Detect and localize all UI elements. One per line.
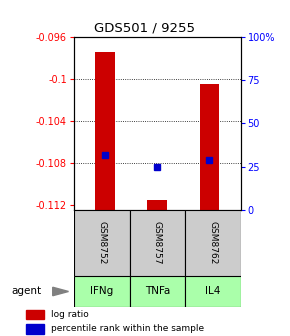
Bar bbox=[200, 84, 219, 210]
Text: GDS501 / 9255: GDS501 / 9255 bbox=[95, 22, 195, 35]
Bar bbox=[185, 210, 241, 276]
Text: percentile rank within the sample: percentile rank within the sample bbox=[51, 324, 204, 333]
Text: TNFa: TNFa bbox=[145, 287, 170, 296]
Text: GSM8752: GSM8752 bbox=[97, 221, 106, 264]
Bar bbox=[130, 210, 185, 276]
Bar bbox=[74, 210, 130, 276]
Text: IFNg: IFNg bbox=[90, 287, 113, 296]
Polygon shape bbox=[53, 287, 68, 296]
Text: agent: agent bbox=[12, 287, 42, 296]
Bar bbox=[26, 324, 44, 334]
Bar bbox=[147, 200, 167, 210]
Bar bbox=[74, 276, 130, 307]
Text: GSM8762: GSM8762 bbox=[209, 221, 218, 264]
Bar bbox=[26, 310, 44, 320]
Text: log ratio: log ratio bbox=[51, 310, 89, 319]
Text: GSM8757: GSM8757 bbox=[153, 221, 162, 264]
Bar bbox=[130, 276, 185, 307]
Bar bbox=[185, 276, 241, 307]
Bar bbox=[95, 52, 115, 210]
Text: IL4: IL4 bbox=[205, 287, 221, 296]
